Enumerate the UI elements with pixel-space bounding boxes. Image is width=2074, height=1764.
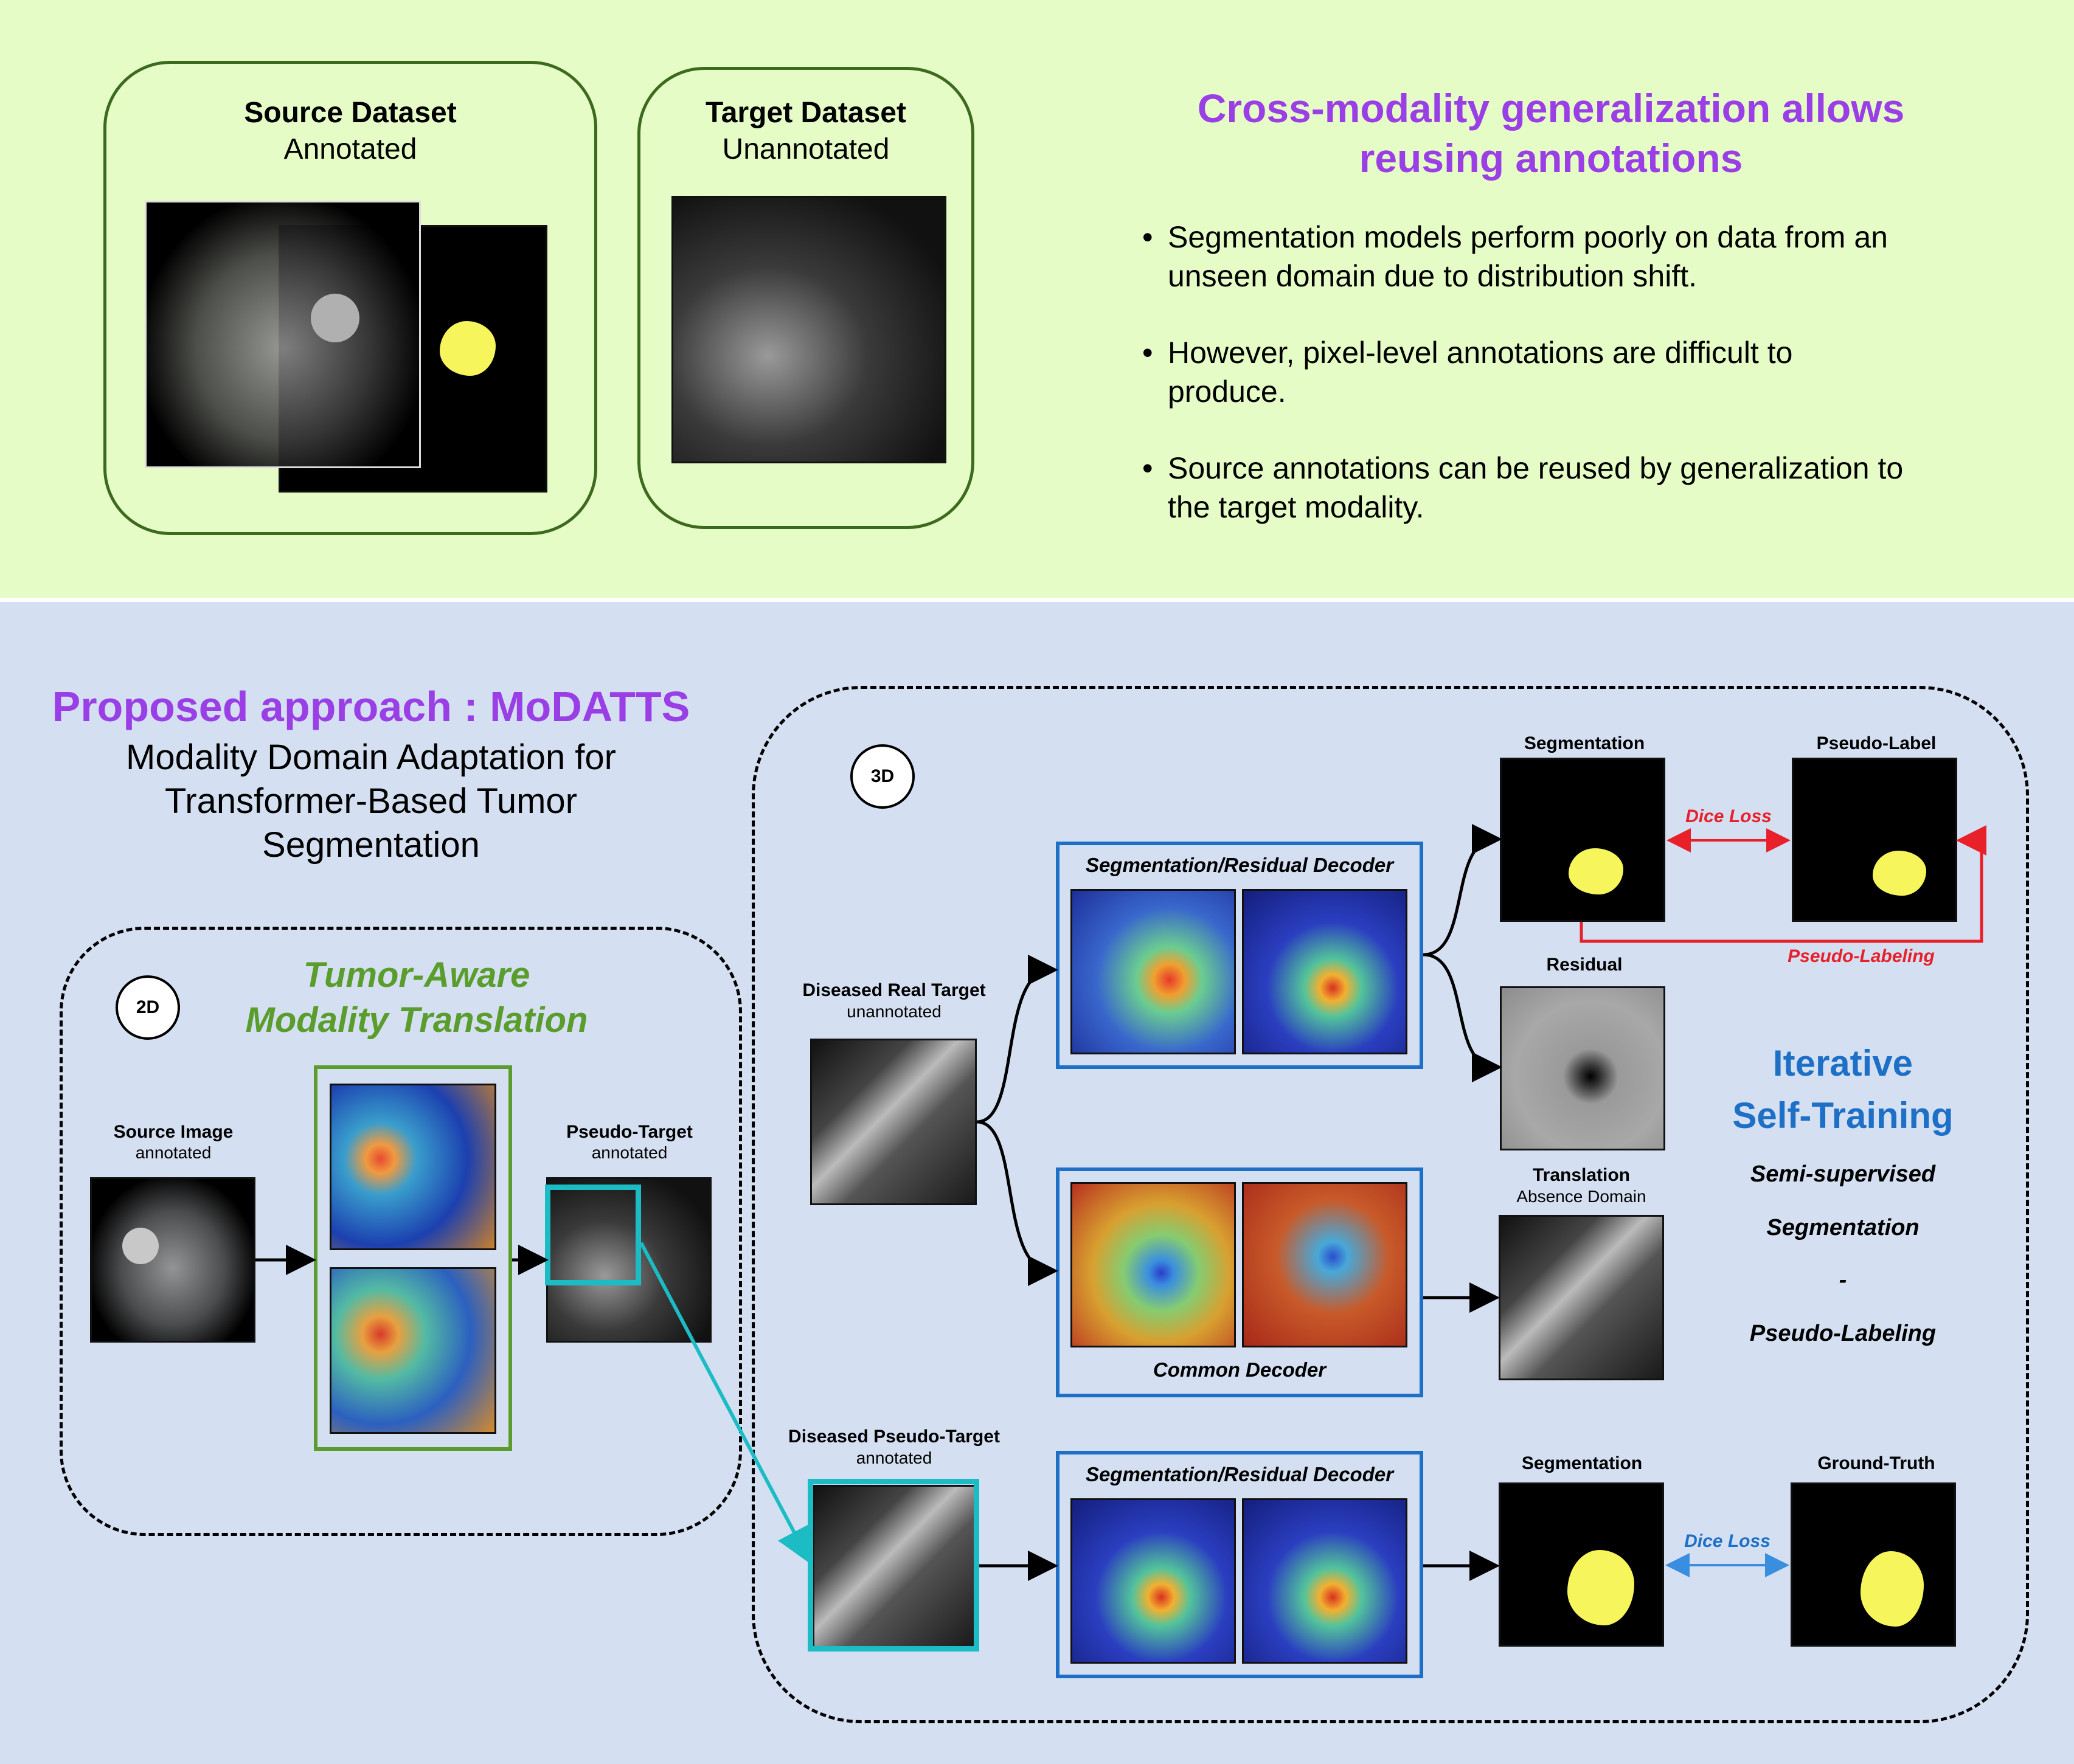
translation-out-title: Translation <box>1532 1165 1631 1185</box>
diseased-real-target-title: Diseased Real Target <box>802 980 986 1000</box>
diseased-pseudo-target-sub: annotated <box>856 1448 932 1467</box>
stage-2d-badge: 2D <box>116 975 180 1040</box>
bullet-2: • However, pixel-level annotations are d… <box>1142 336 1793 409</box>
diseased-pseudo-target-title: Diseased Pseudo-Target <box>788 1427 1000 1447</box>
source-image <box>90 1177 255 1343</box>
bracket-arrow-icon <box>1580 825 1986 943</box>
decoder-bottom-heatmap-1 <box>1070 1498 1236 1664</box>
pseudo-label-image <box>1792 758 1957 922</box>
approach-sub-line2: Transformer-Based Tumor <box>165 781 577 821</box>
cyan-link-arrow <box>639 1242 811 1565</box>
region-3d <box>752 686 2029 1723</box>
decoder-top-heatmap-1 <box>1070 889 1236 1054</box>
double-arrow-icon <box>1665 828 1791 1577</box>
pseudo-target-image <box>546 1177 712 1343</box>
approach-sub-line1: Modality Domain Adaptation for <box>126 738 616 777</box>
top-heading-line1: Cross-modality generalization allows <box>1197 86 1905 131</box>
source-dataset-subtitle: Annotated <box>283 133 417 165</box>
semi-item-1: Semi-supervised <box>1750 1161 1936 1187</box>
pseudo-target-crop-box <box>545 1185 641 1285</box>
target-dataset-subtitle: Unannotated <box>722 133 890 165</box>
target-dataset-box <box>637 67 974 529</box>
source-image-sub: annotated <box>135 1143 212 1162</box>
semi-item-3: - <box>1839 1267 1847 1293</box>
common-decoder-heatmap-2 <box>1242 1182 1407 1347</box>
translation-out-sub: Absence Domain <box>1516 1187 1646 1206</box>
common-decoder-heatmap-1 <box>1070 1182 1236 1347</box>
seg-residual-decoder-top-label: Segmentation/Residual Decoder <box>1085 854 1394 876</box>
target-mri-image <box>671 196 946 463</box>
stage-3d-badge: 3D <box>850 744 915 809</box>
source-image-title: Source Image <box>113 1122 234 1142</box>
translation-out-image <box>1499 1215 1664 1380</box>
dice-loss-red: Dice Loss <box>1685 806 1772 826</box>
bullet-1: • Segmentation models perform poorly on … <box>1142 220 1888 293</box>
approach-sub-line3: Segmentation <box>262 825 480 865</box>
segmentation-bottom-image <box>1499 1482 1664 1647</box>
semi-item-4: Pseudo-Labeling <box>1749 1321 1937 1346</box>
translation-heatmap-2 <box>330 1267 496 1434</box>
semi-item-2: Segmentation <box>1766 1215 1920 1240</box>
pseudo-labeling-red: Pseudo-Labeling <box>1788 946 1935 966</box>
diseased-pseudo-target-box <box>808 1479 979 1652</box>
ground-truth-label: Ground-Truth <box>1817 1453 1935 1473</box>
pseudo-target-sub: annotated <box>591 1143 668 1162</box>
translation-title-line1: Tumor-Aware <box>303 955 530 995</box>
diseased-real-target-image <box>810 1039 977 1205</box>
bullet-3: • Source annotations can be reused by ge… <box>1142 451 1904 524</box>
diseased-real-target-sub: unannotated <box>847 1002 942 1021</box>
approach-title: Proposed approach : MoDATTS <box>52 683 690 730</box>
iterative-line2: Self-Training <box>1732 1095 1954 1136</box>
pseudo-label-label: Pseudo-Label <box>1816 733 1937 753</box>
segmentation-top-label: Segmentation <box>1524 733 1645 753</box>
arrow-right-icon <box>255 824 1502 1581</box>
region-2d <box>60 927 742 1536</box>
decoder-bottom-heatmap-2 <box>1242 1498 1407 1664</box>
ground-truth-image <box>1791 1482 1956 1647</box>
translation-heatmap-1 <box>330 1084 496 1250</box>
residual-image <box>1500 986 1665 1150</box>
residual-label: Residual <box>1546 955 1623 975</box>
seg-residual-decoder-bottom-label: Segmentation/Residual Decoder <box>1085 1463 1394 1486</box>
dice-loss-blue: Dice Loss <box>1684 1531 1771 1551</box>
decoder-top-heatmap-2 <box>1242 889 1407 1054</box>
translation-title-line2: Modality Translation <box>245 1000 588 1040</box>
source-dataset-title: Source Dataset <box>244 97 457 129</box>
top-heading-line2: reusing annotations <box>1359 136 1743 181</box>
source-dataset-box <box>103 61 597 535</box>
pseudo-target-title: Pseudo-Target <box>566 1122 693 1142</box>
iterative-line1: Iterative <box>1772 1043 1913 1084</box>
segmentation-bottom-label: Segmentation <box>1521 1453 1643 1473</box>
common-decoder-label: Common Decoder <box>1153 1358 1327 1381</box>
source-mri-image <box>145 201 421 468</box>
target-dataset-title: Target Dataset <box>706 97 906 129</box>
